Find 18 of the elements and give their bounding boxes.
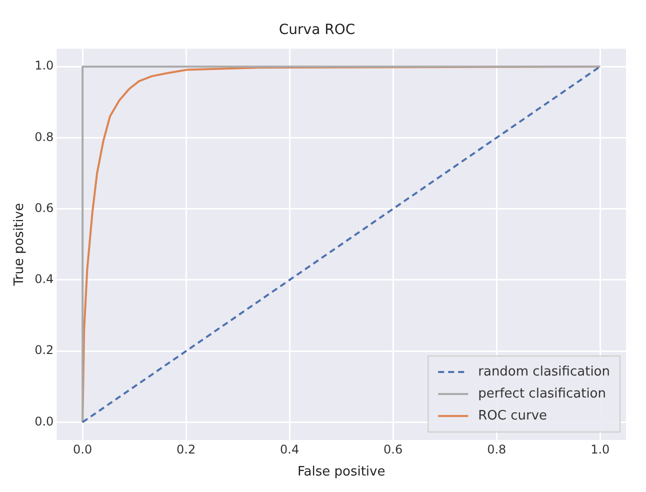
y-tick-label: 0.8 (34, 130, 54, 144)
x-tick-label: 0.0 (73, 442, 92, 456)
x-tick-label: 0.8 (487, 442, 506, 456)
x-tick-label: 0.2 (176, 442, 196, 456)
x-axis-title: False positive (297, 464, 386, 480)
x-tick-label: 1.0 (590, 442, 610, 456)
x-tick-label: 0.4 (280, 442, 300, 456)
chart-title: Curva ROC (278, 22, 356, 38)
y-tick-label: 1.0 (34, 58, 54, 73)
legend-label: perfect clasification (478, 386, 606, 402)
y-tick-label: 0.6 (34, 200, 54, 215)
y-tick-label: 0.0 (34, 414, 54, 428)
x-tick-label: 0.6 (384, 442, 403, 456)
legend-label: random clasification (478, 364, 610, 380)
legend-label: ROC curve (478, 408, 548, 424)
y-tick-label: 0.4 (34, 272, 54, 286)
y-axis-title: True positive (12, 203, 28, 287)
y-tick-label: 0.2 (34, 343, 54, 358)
